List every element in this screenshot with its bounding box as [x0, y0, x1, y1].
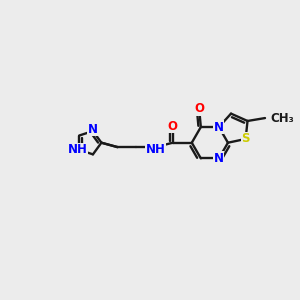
Text: N: N: [214, 121, 224, 134]
Text: N: N: [214, 152, 224, 165]
Text: O: O: [168, 120, 178, 133]
Text: S: S: [242, 133, 250, 146]
Text: O: O: [194, 102, 204, 115]
Text: NH: NH: [146, 143, 165, 156]
Text: NH: NH: [68, 143, 88, 156]
Text: CH₃: CH₃: [270, 112, 294, 124]
Text: N: N: [88, 123, 98, 136]
